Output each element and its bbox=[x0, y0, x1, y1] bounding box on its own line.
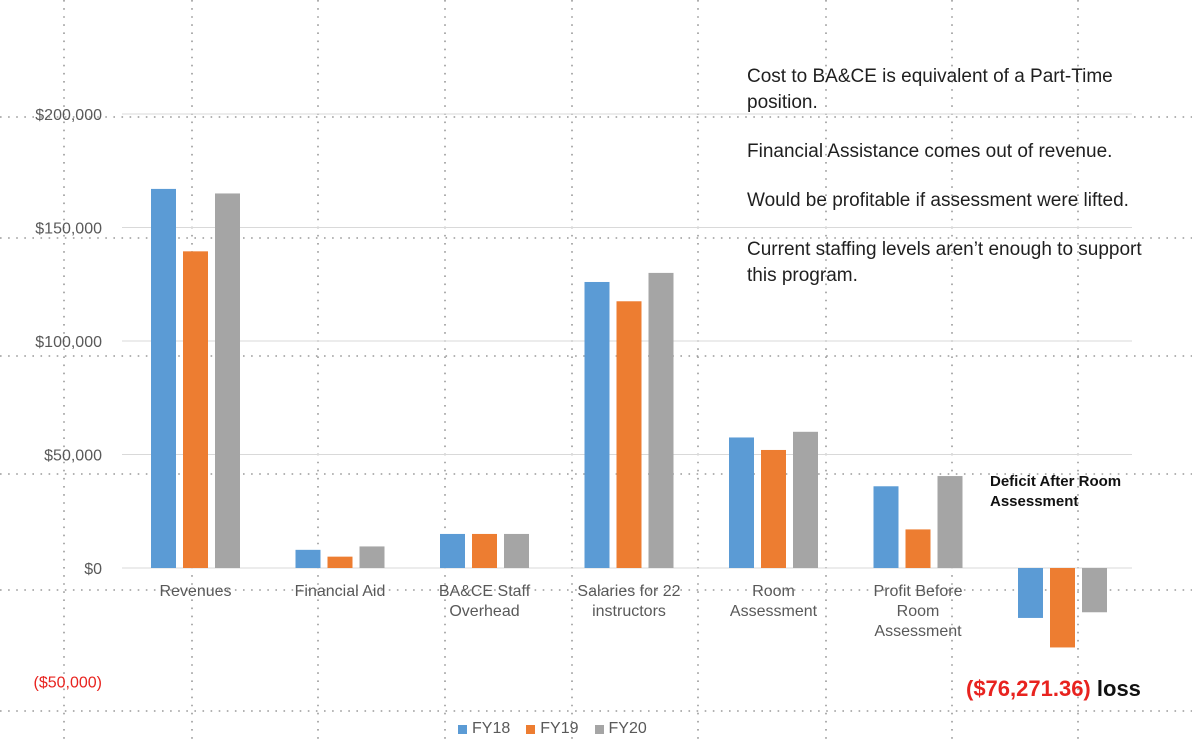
x-category-label: BA&CE Staff bbox=[439, 583, 531, 600]
bar-fy18-0 bbox=[151, 188, 176, 568]
legend-swatch-fy19 bbox=[526, 724, 536, 734]
note-1: Cost to BA&CE is equivalent of a Part-Ti… bbox=[747, 66, 1113, 113]
x-category-label: Salaries for 22 bbox=[577, 583, 680, 600]
note-3: Would be profitable if assessment were l… bbox=[747, 190, 1129, 211]
x-category-label: Overhead bbox=[449, 603, 519, 620]
legend-swatch-fy20 bbox=[594, 724, 604, 734]
bar-fy20-1 bbox=[359, 546, 385, 568]
legend-item-fy20: FY20 bbox=[594, 720, 647, 738]
bar-fy20-5 bbox=[937, 476, 963, 568]
notes-panel: Cost to BA&CE is equivalent of a Part-Ti… bbox=[747, 64, 1167, 312]
y-tick-label: $0 bbox=[84, 561, 102, 578]
loss-amount: ($76,271.36) bbox=[966, 676, 1091, 701]
note-4: Current staffing levels aren’t enough to… bbox=[747, 239, 1142, 286]
y-tick-label: $100,000 bbox=[35, 334, 102, 351]
y-axis: $200,000 $150,000 $100,000 $50,000 $0 ($50,00… bbox=[34, 107, 103, 692]
y-tick-label: ($50,000) bbox=[34, 675, 103, 692]
bar-fy18-2 bbox=[440, 533, 465, 568]
bar-fy19-0 bbox=[183, 251, 208, 568]
note-2: Financial Assistance comes out of revenu… bbox=[747, 141, 1113, 162]
bars bbox=[151, 188, 1107, 648]
bar-fy19-6 bbox=[1050, 568, 1075, 648]
bar-fy20-3 bbox=[648, 272, 674, 568]
x-category-label: Assessment bbox=[874, 623, 962, 640]
legend-item-fy18: FY18 bbox=[458, 720, 510, 738]
loss-annotation: ($76,271.36) loss bbox=[966, 676, 1141, 702]
legend-label-fy19: FY19 bbox=[540, 720, 579, 737]
x-category-label: Room bbox=[752, 583, 795, 600]
bar-fy20-4 bbox=[793, 431, 818, 568]
y-tick-label: $200,000 bbox=[35, 107, 102, 124]
bar-fy19-5 bbox=[905, 529, 931, 568]
x-category-label: Room bbox=[897, 603, 940, 620]
bar-fy18-3 bbox=[584, 281, 610, 568]
bar-fy20-0 bbox=[215, 193, 240, 568]
legend-label-fy18: FY18 bbox=[472, 720, 511, 737]
y-tick-label: $150,000 bbox=[35, 221, 102, 238]
legend-label-fy20: FY20 bbox=[608, 720, 647, 737]
legend-swatch-fy18 bbox=[458, 724, 467, 734]
bar-fy20-2 bbox=[504, 533, 529, 568]
bar-fy18-6 bbox=[1018, 568, 1043, 618]
x-category-label: Financial Aid bbox=[295, 583, 386, 600]
bar-fy19-4 bbox=[761, 449, 786, 568]
bar-fy18-5 bbox=[873, 486, 899, 568]
bar-fy20-6 bbox=[1082, 568, 1107, 613]
bar-fy19-1 bbox=[327, 556, 353, 568]
legend: FY18 FY19 FY20 bbox=[458, 720, 647, 738]
legend-item-fy19: FY19 bbox=[526, 720, 579, 738]
x-category-label: instructors bbox=[592, 603, 666, 620]
bar-fy18-4 bbox=[729, 437, 754, 568]
bar-fy19-2 bbox=[472, 533, 497, 568]
bar-fy18-1 bbox=[295, 549, 321, 568]
loss-word: loss bbox=[1096, 676, 1141, 701]
x-category-label: Assessment bbox=[730, 603, 818, 620]
x-category-label: Revenues bbox=[159, 583, 231, 600]
x-category-label: Profit Before bbox=[874, 583, 963, 600]
x-axis: Revenues Financial Aid BA&CE Staff Overhead… bbox=[159, 583, 962, 640]
y-tick-label: $50,000 bbox=[44, 448, 102, 465]
bar-fy19-3 bbox=[616, 301, 642, 568]
deficit-category-label: Deficit After Room Assessment bbox=[990, 473, 1122, 510]
